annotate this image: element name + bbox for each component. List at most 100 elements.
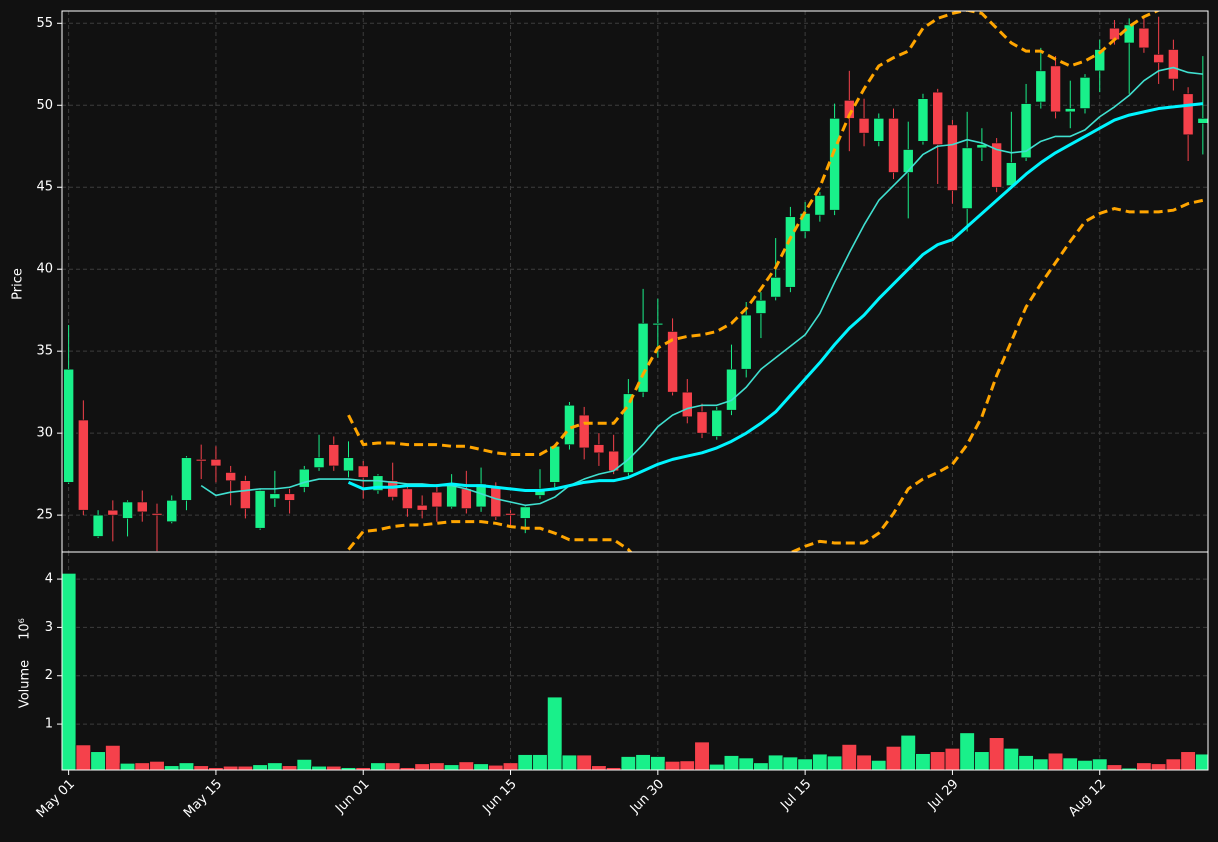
- candle-body: [623, 393, 634, 473]
- volume-bar: [944, 747, 961, 770]
- candle-body: [564, 404, 575, 445]
- y-axis-label: Price: [11, 268, 26, 300]
- volume-bar: [1180, 751, 1196, 770]
- candle-body: [299, 468, 310, 488]
- candle-body: [313, 457, 325, 468]
- volume-bar: [62, 572, 77, 770]
- candle-body: [740, 314, 752, 370]
- candle-body: [785, 216, 796, 288]
- y-tick-label: 25: [36, 508, 53, 523]
- candle-body: [402, 488, 413, 509]
- volume-bar: [1150, 763, 1167, 770]
- candle-body: [490, 486, 502, 518]
- volume-bar: [988, 737, 1005, 770]
- volume-bar: [267, 762, 283, 770]
- volume-bar: [237, 765, 254, 770]
- volume-bar: [193, 765, 209, 770]
- candle-body: [107, 509, 119, 516]
- y-tick-label: 2: [45, 668, 53, 683]
- volume-bar: [1003, 747, 1020, 770]
- volume-bar: [75, 744, 92, 770]
- volume-bar: [738, 757, 754, 770]
- candle-body: [446, 483, 457, 508]
- volume-bar: [414, 763, 430, 770]
- candle-body: [1153, 54, 1164, 63]
- candle-body: [961, 147, 973, 209]
- volume-bar: [664, 760, 681, 770]
- candle-body: [1168, 49, 1179, 80]
- volume-bar: [502, 762, 519, 770]
- volume-bar: [134, 762, 151, 770]
- volume-bar: [281, 765, 298, 770]
- volume-bar: [679, 760, 696, 770]
- volume-bar: [900, 734, 917, 770]
- volume-bar: [384, 762, 401, 770]
- candle-body: [240, 480, 251, 509]
- candle-body: [902, 149, 914, 173]
- volume-bar: [370, 762, 386, 770]
- overlay-line: [347, 11, 1161, 456]
- candle-body: [225, 472, 236, 481]
- y-tick-label: 55: [36, 16, 53, 31]
- candle-body: [63, 368, 74, 483]
- candle-body: [667, 331, 678, 393]
- overlay-line: [347, 102, 1204, 493]
- volume-bar: [1018, 755, 1034, 770]
- candle-body: [932, 91, 944, 145]
- volume-bar: [443, 764, 460, 770]
- volume-bar: [915, 753, 931, 770]
- volume-bar: [723, 755, 740, 770]
- candle-body: [122, 501, 133, 519]
- volume-bar: [222, 765, 239, 770]
- candle-body: [1079, 77, 1091, 109]
- volume-bar: [635, 754, 651, 770]
- volume-bar: [178, 762, 195, 770]
- candle-body: [431, 491, 443, 508]
- candle-body: [1050, 65, 1061, 113]
- candle-body: [593, 444, 605, 454]
- candle-body: [652, 323, 664, 326]
- candle-body: [770, 277, 781, 298]
- volume-bar: [1091, 758, 1108, 770]
- volume-bar: [826, 755, 843, 770]
- volume-bar: [1033, 758, 1049, 770]
- volume-bar: [90, 751, 106, 770]
- volume-bar: [708, 763, 725, 770]
- candle-body: [284, 493, 295, 501]
- candle-body: [1064, 108, 1076, 113]
- volume-bar: [473, 763, 489, 770]
- candle-body: [151, 513, 163, 516]
- volume-bar: [576, 754, 592, 770]
- candle-body: [1123, 24, 1135, 44]
- candle-body: [92, 514, 104, 537]
- volume-bar: [532, 754, 548, 770]
- y-tick-label: 1: [45, 717, 53, 732]
- volume-bar: [694, 741, 710, 770]
- candle-body: [1182, 93, 1194, 136]
- candle-body: [416, 504, 428, 511]
- candle-body: [681, 391, 693, 418]
- volume-bar: [767, 754, 784, 770]
- candle-body: [519, 506, 531, 519]
- candle-body: [726, 368, 737, 411]
- candle-body: [814, 195, 826, 216]
- candle-body: [136, 501, 148, 513]
- candle-body: [181, 457, 192, 501]
- volume-panel: [62, 572, 1208, 770]
- volume-bar: [105, 744, 121, 770]
- candle-body: [534, 488, 546, 496]
- y-tick-label: 50: [36, 98, 53, 113]
- candle-body: [888, 118, 899, 173]
- candle-body: [269, 493, 281, 500]
- volume-bar: [429, 762, 445, 770]
- volume-bar: [753, 762, 769, 770]
- volume-bar: [252, 764, 268, 770]
- candle-body: [328, 444, 340, 467]
- volume-bar: [1047, 752, 1064, 770]
- candle-body: [343, 457, 354, 472]
- volume-bar: [782, 756, 799, 770]
- volume-bar: [1136, 762, 1152, 770]
